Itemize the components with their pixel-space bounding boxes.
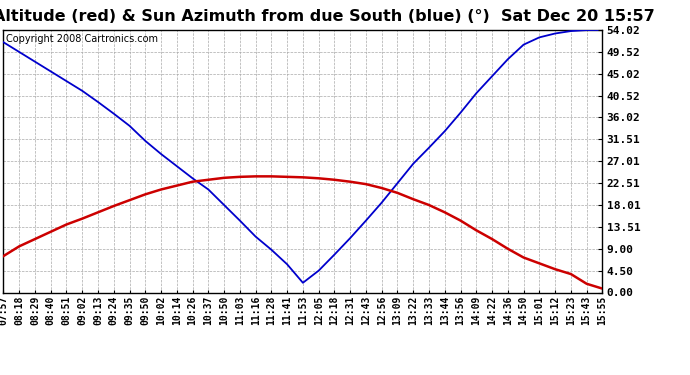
Text: Sun Altitude (red) & Sun Azimuth from due South (blue) (°)  Sat Dec 20 15:57: Sun Altitude (red) & Sun Azimuth from du… (0, 9, 655, 24)
Text: Copyright 2008 Cartronics.com: Copyright 2008 Cartronics.com (6, 34, 159, 44)
